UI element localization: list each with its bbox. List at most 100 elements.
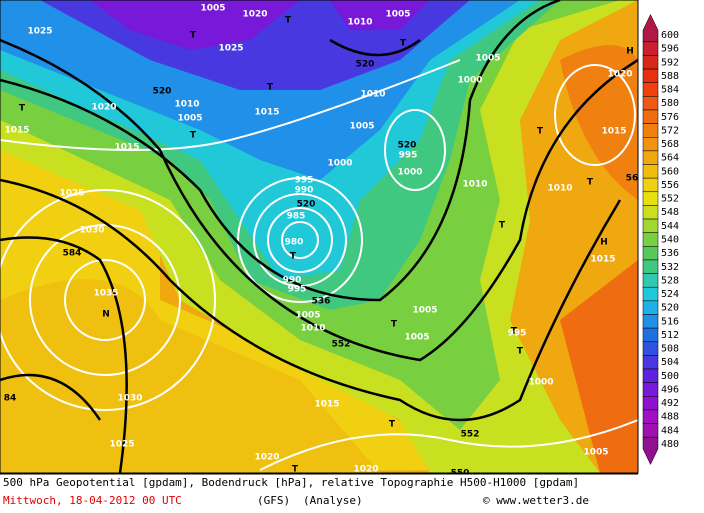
map-label: 1020 [91,103,116,113]
map-label: 1035 [93,289,118,299]
map-label: 1005 [200,4,225,14]
colorbar-label: 548 [661,207,679,218]
colorbar-label: 580 [661,98,679,109]
map-label: 1020 [254,453,279,463]
colorbar-label: 572 [661,125,679,136]
colorbar-band [642,409,659,424]
colorbar-label: 536 [661,248,679,259]
map-label: 584 [63,249,82,259]
colorbar-label: 512 [661,330,679,341]
colorbar-band [642,259,659,274]
map-label: H [600,238,608,248]
colorbar-label: 508 [661,344,679,355]
colorbar-label: 528 [661,275,679,286]
colorbar-label: 524 [661,289,679,300]
colorbar-band [642,232,659,247]
map-label: 1015 [590,255,615,265]
map-label: 1025 [109,440,134,450]
map-label: 1025 [59,189,84,199]
map: 1005 1020 T 1010 1005 1025 T 1025 T H 520 1005 1020 5… [0,0,639,479]
map-label: 995 [288,285,307,295]
map-label: 1030 [79,226,104,236]
colorbar-label: 488 [661,412,679,423]
colorbar-label: 564 [661,153,679,164]
map-label: 520 [153,87,172,97]
map-label: 1020 [353,465,378,475]
colorbar-band [642,355,659,370]
map-label: 56 [626,174,639,184]
map-label: 1015 [601,127,626,137]
map-label: 995 [399,151,418,161]
colorbar-label: 504 [661,357,679,368]
map-label: 1010 [347,18,372,28]
map-label: T [499,221,506,231]
map-label: 1000 [327,159,352,169]
map-label: 1005 [295,311,320,321]
colorbar-band [642,246,659,261]
colorbar-band [642,41,659,56]
colorbar-label: 568 [661,139,679,150]
map-label: H [626,47,634,57]
map-label: 1015 [254,108,279,118]
map-label: T [391,320,398,330]
colorbar-label: 588 [661,71,679,82]
map-label: 1010 [462,180,487,190]
colorbar-label: 544 [661,221,679,232]
map-label: 995 [295,176,314,186]
colorbar-label: 576 [661,112,679,123]
map-label: 985 [287,212,306,222]
colorbar-band [642,314,659,329]
map-label: 550 [451,469,470,479]
map-label: 1005 [177,114,202,124]
map-label: T [537,127,544,137]
map-label: T [511,327,518,337]
map-label: 990 [295,186,314,196]
colorbar-band [642,68,659,83]
colorbar-label: 532 [661,262,679,273]
colorbar-band [642,164,659,179]
map-label: 990 [283,276,302,286]
colorbar-band [642,382,659,397]
colorbar-label: 592 [661,57,679,68]
map-label: T [190,31,197,41]
map-label: T [267,83,274,93]
map-label: 1005 [412,306,437,316]
map-label: 1025 [27,27,52,37]
map-frame [0,0,639,474]
map-label: 1005 [404,333,429,343]
colorbar-band [642,137,659,152]
colorbar-band [642,82,659,97]
colorbar-band [642,123,659,138]
colorbar-band [642,96,659,111]
map-label: T [400,39,407,49]
colorbar-band [642,191,659,206]
map-label: 1010 [300,324,325,334]
map-label: 1000 [397,168,422,178]
map-label: T [517,347,524,357]
map-label: 1020 [607,70,632,80]
colorbar-label: 492 [661,398,679,409]
map-label: 1025 [218,44,243,54]
colorbar-band [642,218,659,233]
map-label: 1015 [4,126,29,136]
footer-description: 500 hPa Geopotential [gpdam], Bodendruck… [3,476,579,489]
colorbar-label: 584 [661,85,679,96]
map-label: 536 [312,297,331,307]
colorbar-label: 516 [661,316,679,327]
map-label: T [587,178,594,188]
map-label: 1005 [349,122,374,132]
map-label: T [292,465,299,475]
colorbar-band [642,300,659,315]
map-label: 1010 [547,184,572,194]
footer-model: (GFS) [257,494,290,507]
map-label: 1000 [528,378,553,388]
colorbar-band [642,368,659,383]
map-label: 1010 [360,90,385,100]
colorbar-label: 484 [661,425,679,436]
map-label: 520 [297,200,316,210]
map-label: T [285,16,292,26]
map-label: 1005 [583,448,608,458]
map-label: 1015 [114,143,139,153]
map-label: 1020 [242,10,267,20]
